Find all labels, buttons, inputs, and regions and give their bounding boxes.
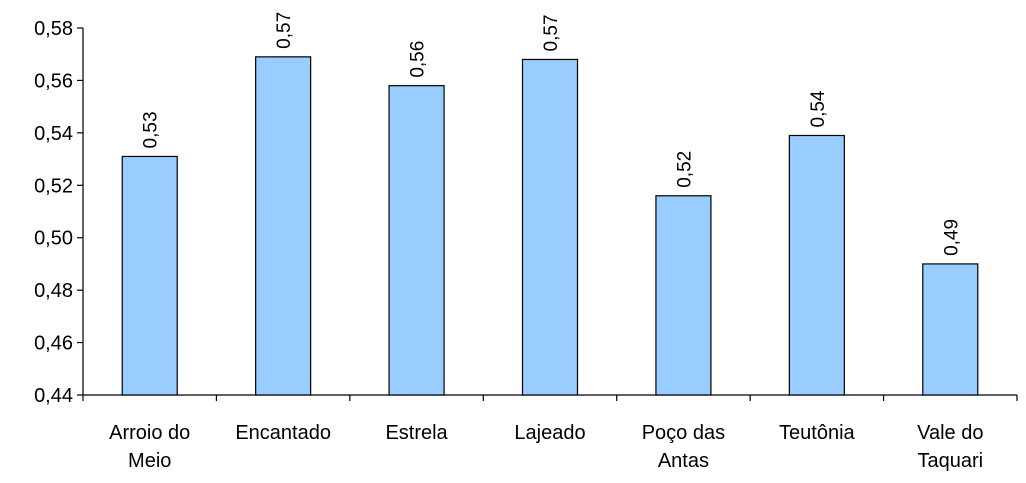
data-label: 0,56: [408, 41, 429, 78]
y-tick-label: 0,50: [34, 228, 73, 250]
bar: [121, 155, 178, 396]
bar: [655, 195, 712, 396]
bar: [255, 56, 312, 396]
y-tick-label: 0,52: [34, 175, 73, 197]
y-axis: 0,44 0,46 0,48 0,50 0,52 0,54 0,56 0,58: [34, 18, 84, 407]
bar: [388, 85, 445, 396]
data-label: 0,57: [274, 12, 295, 49]
bar: [788, 134, 845, 396]
category-label: Poço das: [642, 422, 725, 444]
category-label: Teutônia: [779, 422, 855, 444]
y-tick-label: 0,58: [34, 18, 73, 40]
y-tick-label: 0,54: [34, 123, 73, 145]
category-label: Encantado: [235, 422, 331, 444]
bar: [922, 263, 979, 396]
data-label: 0,54: [808, 90, 829, 127]
data-label: 0,49: [941, 219, 962, 256]
y-tick-label: 0,46: [34, 333, 73, 355]
category-label: Lajeado: [514, 422, 585, 444]
category-label: Arroio do: [109, 422, 190, 444]
data-label: 0,53: [141, 111, 162, 148]
y-tick-label: 0,44: [34, 385, 73, 407]
y-tick-label: 0,48: [34, 280, 73, 302]
bars: [121, 56, 979, 396]
y-tick-label: 0,56: [34, 70, 73, 92]
data-labels: 0,53 0,57 0,56 0,57 0,52 0,54 0,49: [141, 12, 963, 256]
category-label: Antas: [658, 450, 709, 472]
data-label: 0,52: [674, 151, 695, 188]
data-label: 0,57: [541, 14, 562, 51]
category-labels: Arroio do Meio Encantado Estrela Lajeado Poço…: [109, 422, 983, 472]
bar: [521, 58, 579, 396]
category-label: Estrela: [385, 422, 448, 444]
x-axis: [82, 394, 1018, 401]
category-label: Meio: [128, 450, 171, 472]
category-label: Taquari: [917, 450, 983, 472]
category-label: Vale do: [917, 422, 983, 444]
